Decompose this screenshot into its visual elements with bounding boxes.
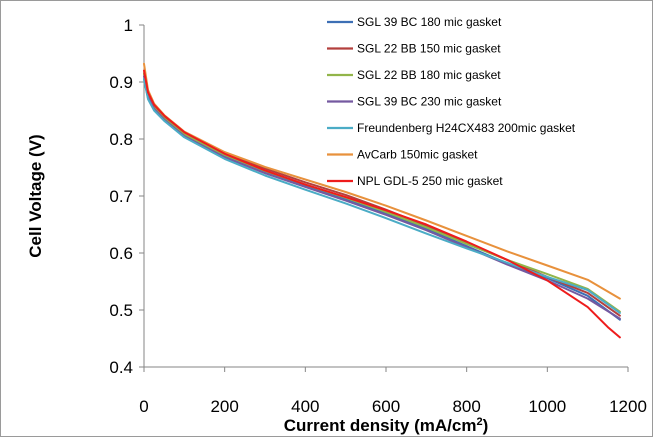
series-line-5 [143, 78, 621, 314]
series-line-3 [143, 72, 621, 313]
legend-label-2: SGL 22 BB 150 mic gasket [357, 42, 501, 56]
x-tick-label: 1200 [609, 397, 647, 416]
x-tick-label: 800 [452, 397, 480, 416]
x-tick-label: 600 [372, 397, 400, 416]
x-tick-label: 1000 [528, 397, 566, 416]
x-tick-label: 200 [210, 397, 238, 416]
series-line-4 [143, 75, 621, 320]
legend-label-4: SGL 39 BC 230 mic gasket [357, 95, 502, 109]
series-line-1 [143, 78, 621, 321]
legend-label-3: SGL 22 BB 180 mic gasket [357, 68, 501, 82]
y-tick-label: 0.9 [109, 73, 133, 92]
legend-label-6: AvCarb 150mic gasket [357, 148, 478, 162]
series-line-7 [143, 69, 621, 339]
y-axis-title: Cell Voltage (V) [26, 134, 45, 257]
y-tick-label: 0.6 [109, 244, 133, 263]
x-axis-title: Current density (mA/cm2) [284, 416, 489, 435]
x-tick-label: 0 [139, 397, 148, 416]
legend-label-5: Freundenberg H24CX483 200mic gasket [357, 121, 576, 135]
y-tick-label: 1 [124, 16, 133, 35]
y-tick-label: 0.5 [109, 301, 133, 320]
y-tick-label: 0.4 [109, 358, 133, 377]
y-tick-label: 0.8 [109, 130, 133, 149]
legend-label-1: SGL 39 BC 180 mic gasket [357, 15, 502, 29]
y-tick-label: 0.7 [109, 187, 133, 206]
legend-label-7: NPL GDL-5 250 mic gasket [357, 174, 503, 188]
x-tick-label: 400 [291, 397, 319, 416]
